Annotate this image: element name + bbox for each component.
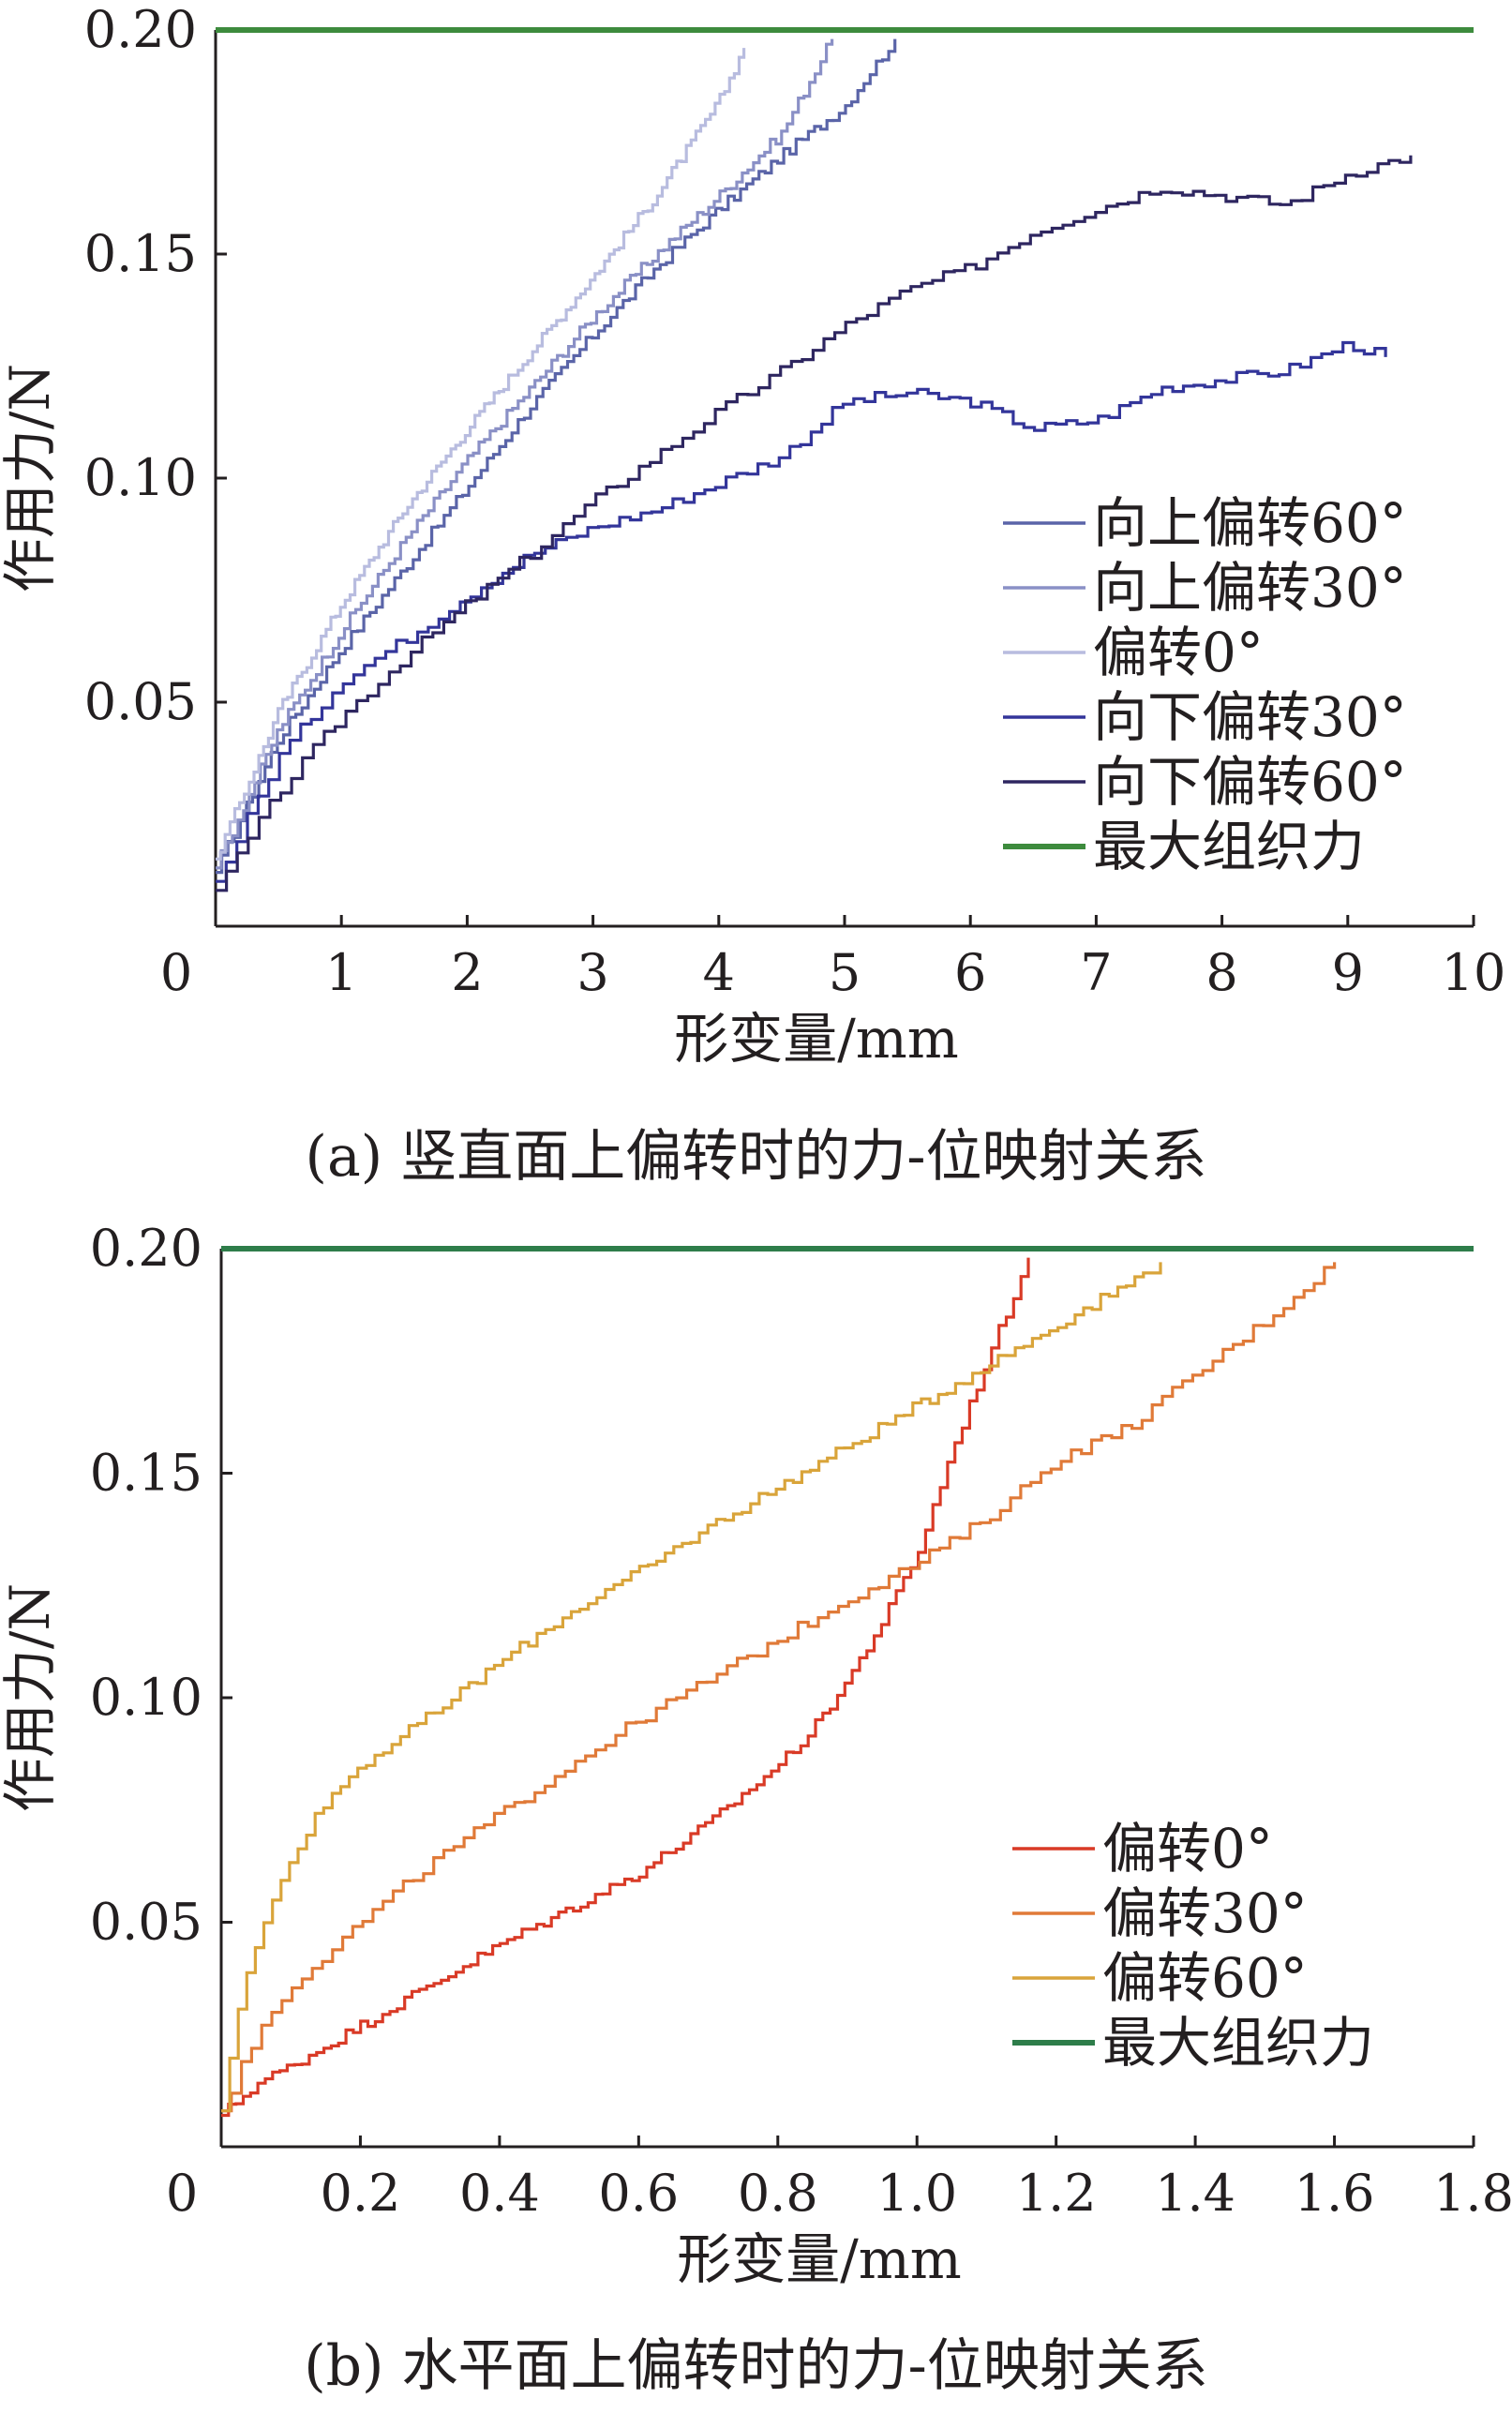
legend-label-2: 偏转0° <box>1093 621 1264 684</box>
series-line-1 <box>221 1262 1337 2113</box>
chart-a: 0 1 2 3 4 5 6 7 8 9 10 0.05 0.10 0.15 0.20 形变量/mm 作用力/N 向… <box>0 0 1506 1071</box>
x-tick-label: 10 <box>1442 943 1506 1002</box>
y-tick-label: 0.10 <box>84 448 197 507</box>
legend-label-3: 最大组织力 <box>1102 2011 1374 2075</box>
x-tick-label: 0.2 <box>320 2164 400 2223</box>
y-tick-label: 0.15 <box>84 224 197 283</box>
legend-label-3: 向下偏转30° <box>1093 685 1407 749</box>
y-tick-label: 0.15 <box>90 1444 202 1503</box>
legend-label-1: 向上偏转30° <box>1093 556 1407 620</box>
x-tick-label: 8 <box>1205 943 1237 1002</box>
series-line-0 <box>221 1257 1030 2118</box>
series-line-1 <box>216 38 834 870</box>
y-tick-label: 0.05 <box>90 1893 202 1952</box>
x-tick-label: 0 <box>166 2164 198 2223</box>
chart-b: 0 0.2 0.4 0.6 0.8 1.0 1.2 1.4 1.6 1.8 0.05 0.10 0.15… <box>0 1219 1512 2291</box>
x-tick-label: 1.8 <box>1433 2164 1512 2223</box>
x-tick-label: 7 <box>1080 943 1112 1002</box>
series-line-0 <box>216 38 897 875</box>
y-axis-label: 作用力/N <box>0 1583 62 1812</box>
legend-label-5: 最大组织力 <box>1093 815 1365 878</box>
y-tick-label: 0.10 <box>90 1668 202 1727</box>
legend-label-2: 偏转60° <box>1102 1946 1308 2010</box>
x-tick-label: 0.6 <box>598 2164 679 2223</box>
x-tick-label: 1.0 <box>876 2164 957 2223</box>
y-axis-label: 作用力/N <box>0 364 62 592</box>
x-axis-label: 形变量/mm <box>674 1007 959 1071</box>
x-tick-label: 9 <box>1332 943 1364 1002</box>
y-tick-label: 0.20 <box>90 1219 202 1278</box>
x-tick-label: 6 <box>954 943 986 1002</box>
series-line-4 <box>216 155 1413 892</box>
x-tick-label: 0.8 <box>738 2164 818 2223</box>
series-line-2 <box>221 1262 1162 2113</box>
x-tick-label: 1.2 <box>1016 2164 1097 2223</box>
x-tick-label: 4 <box>703 943 735 1002</box>
x-axis-label: 形变量/mm <box>677 2227 962 2291</box>
x-tick-label: 0 <box>160 943 192 1002</box>
caption-b: (b) 水平面上偏转时的力-位映射关系 <box>304 2333 1208 2399</box>
y-tick-label: 0.20 <box>84 0 197 59</box>
x-tick-label: 1.4 <box>1155 2164 1235 2223</box>
x-tick-label: 3 <box>576 943 608 1002</box>
legend-label-0: 偏转0° <box>1102 1817 1273 1881</box>
x-tick-label: 0.4 <box>459 2164 540 2223</box>
series-line-3 <box>216 340 1387 883</box>
y-tick-label: 0.05 <box>84 672 197 731</box>
legend-label-1: 偏转30° <box>1102 1881 1308 1945</box>
x-tick-label: 1.6 <box>1295 2164 1375 2223</box>
legend-label-4: 向下偏转60° <box>1093 750 1407 814</box>
legend-label-0: 向上偏转60° <box>1093 491 1407 555</box>
x-tick-label: 2 <box>451 943 483 1002</box>
caption-a: (a) 竖直面上偏转时的力-位映射关系 <box>305 1124 1207 1190</box>
x-tick-label: 5 <box>829 943 861 1002</box>
series-line-2 <box>216 48 746 861</box>
x-tick-label: 1 <box>325 943 357 1002</box>
